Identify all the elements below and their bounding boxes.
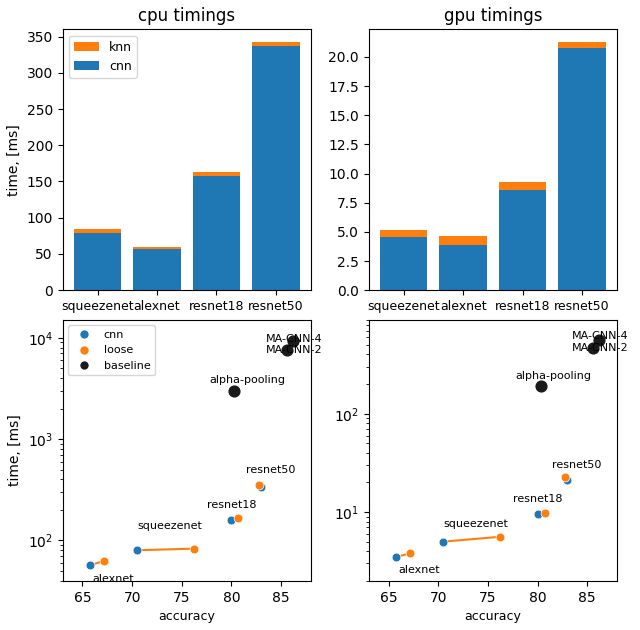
Point <box>227 515 237 525</box>
Bar <box>440 236 487 290</box>
Text: resnet18: resnet18 <box>207 500 256 510</box>
Bar <box>558 42 605 290</box>
Legend: cnn, loose, baseline: cnn, loose, baseline <box>68 326 155 375</box>
Bar <box>74 229 122 290</box>
Bar <box>252 42 300 290</box>
Point <box>540 508 550 518</box>
Point <box>438 537 448 547</box>
Point <box>256 482 266 492</box>
Title: gpu timings: gpu timings <box>444 7 542 25</box>
Bar <box>440 245 487 290</box>
Bar <box>252 46 300 290</box>
Text: alpha-pooling: alpha-pooling <box>516 371 592 381</box>
Bar <box>74 233 122 290</box>
Bar <box>193 172 240 290</box>
Text: alexnet: alexnet <box>92 574 134 583</box>
Text: alexnet: alexnet <box>399 565 440 575</box>
Point <box>560 472 570 483</box>
Point <box>536 381 546 391</box>
Point <box>85 560 95 570</box>
Bar <box>193 176 240 290</box>
Text: resnet50: resnet50 <box>552 460 602 469</box>
Legend: knn, cnn: knn, cnn <box>69 35 137 77</box>
Point <box>189 544 199 554</box>
Bar <box>133 247 181 290</box>
Text: squeezenet: squeezenet <box>137 520 202 530</box>
Point <box>562 475 572 485</box>
Bar <box>380 236 428 290</box>
Bar <box>499 190 547 290</box>
Text: resnet18: resnet18 <box>513 495 562 504</box>
Point <box>495 532 505 542</box>
Point <box>288 336 298 346</box>
Text: MA-CNN-2: MA-CNN-2 <box>572 343 629 353</box>
Point <box>254 479 264 490</box>
Title: cpu timings: cpu timings <box>138 7 236 25</box>
Point <box>594 335 604 345</box>
Point <box>99 556 109 566</box>
Y-axis label: time, [ms]: time, [ms] <box>7 124 21 195</box>
Point <box>588 343 598 353</box>
Text: MA-CNN-4: MA-CNN-4 <box>266 334 323 343</box>
Bar <box>558 47 605 290</box>
X-axis label: accuracy: accuracy <box>158 610 215 623</box>
Bar <box>499 181 547 290</box>
Point <box>282 345 292 355</box>
Bar <box>133 249 181 290</box>
Text: MA-CNN-4: MA-CNN-4 <box>572 331 629 341</box>
Text: alpha-pooling: alpha-pooling <box>210 375 285 386</box>
Text: MA-CNN-2: MA-CNN-2 <box>266 345 323 355</box>
Point <box>392 552 402 562</box>
Point <box>532 509 543 519</box>
Bar <box>380 229 428 290</box>
Text: squeezenet: squeezenet <box>443 518 508 529</box>
Point <box>405 548 415 558</box>
Point <box>132 545 142 555</box>
Y-axis label: time, [ms]: time, [ms] <box>8 415 22 486</box>
Text: resnet50: resnet50 <box>246 465 296 475</box>
X-axis label: accuracy: accuracy <box>465 610 522 623</box>
Point <box>234 513 244 524</box>
Point <box>229 386 239 396</box>
